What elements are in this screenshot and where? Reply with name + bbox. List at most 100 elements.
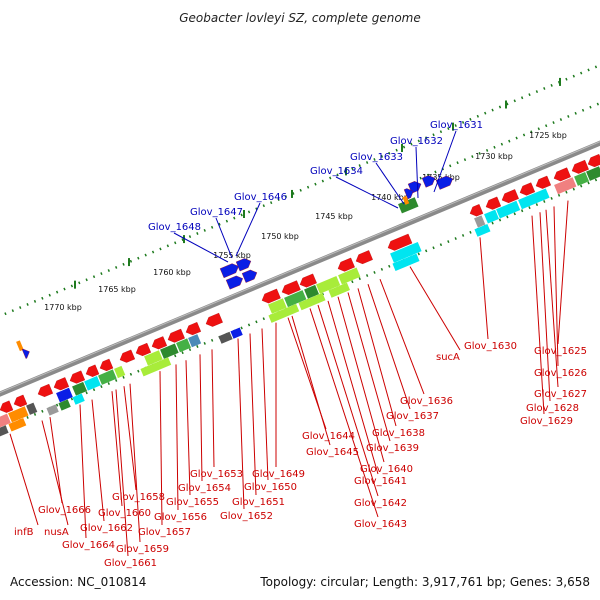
label-leader-line <box>111 391 123 507</box>
gene-label: Glov_1631 <box>430 120 483 131</box>
annotation-block-rect <box>144 350 163 366</box>
gene-label: Glov_1633 <box>350 152 403 163</box>
label-leader-line <box>235 202 261 257</box>
annotation-block-outer-rect <box>398 197 419 214</box>
reverse-cds-arrow-shape <box>535 175 552 189</box>
annotation-block <box>268 298 287 314</box>
kbp-label: 1760 kbp <box>153 268 191 277</box>
gene-label: Glov_1639 <box>366 443 419 454</box>
annotation-block-inner-rect <box>230 327 243 339</box>
kbp-label: 1735 kbp <box>422 173 460 182</box>
forward-cds-arrow <box>225 275 243 290</box>
annotation-block-inner-rect <box>8 417 27 432</box>
annotation-block-rect <box>284 290 307 308</box>
gene-label: Glov_1642 <box>354 498 407 509</box>
gene-label: Glov_1656 <box>154 512 207 523</box>
kbp-label: 1725 kbp <box>529 131 567 140</box>
forward-cds-arrow-shape <box>403 188 414 200</box>
label-leader-line <box>237 338 245 510</box>
label-leader-line <box>199 354 203 482</box>
annotation-block-inner <box>230 327 243 339</box>
annotation-block <box>474 215 486 228</box>
label-leader-line <box>367 284 411 410</box>
annotation-block-outer-rect <box>402 195 410 205</box>
forward-cds-arrow-shape <box>421 175 436 188</box>
annotation-block <box>188 334 202 348</box>
gene-label: Glov_1649 <box>252 469 305 480</box>
reverse-cds-arrow <box>167 328 185 343</box>
annotation-block <box>304 284 319 299</box>
kbp-label: 1740 kbp <box>371 193 409 202</box>
label-leader-line <box>347 292 391 442</box>
annotation-block <box>574 171 589 186</box>
annotation-block <box>316 275 341 294</box>
annotation-block-rect <box>8 406 29 423</box>
annotation-block-rect <box>56 387 73 403</box>
label-leader-line <box>317 304 379 497</box>
annotation-block-rect <box>390 241 422 263</box>
annotation-block-inner <box>298 292 326 311</box>
label-leader-line <box>409 266 461 351</box>
reverse-cds-arrow <box>85 364 100 377</box>
annotation-block <box>8 406 29 423</box>
annotation-block-inner <box>58 399 71 411</box>
gene-label: Glov_1637 <box>386 411 439 422</box>
gene-label: Glov_1664 <box>62 540 115 551</box>
gene-label: Glov_1628 <box>526 403 579 414</box>
gene-label: Glov_1657 <box>138 527 191 538</box>
annotation-block-inner <box>46 404 59 416</box>
gene-label: Glov_1659 <box>116 544 169 555</box>
annotation-block-inner <box>140 357 172 377</box>
reverse-cds-arrow <box>37 383 54 397</box>
gene-label: Glov_1658 <box>112 492 165 503</box>
label-leader-line <box>309 308 379 518</box>
annotation-block-inner-rect <box>72 393 85 405</box>
reverse-cds-arrow-shape <box>0 400 14 413</box>
forward-cds-arrow-shape <box>235 258 252 272</box>
annotation-block-inner-rect <box>392 253 420 271</box>
gene-label: Glov_1641 <box>354 476 407 487</box>
gene-label: Glov_1652 <box>220 511 273 522</box>
map-title: Geobacter lovleyi SZ, complete genome <box>179 11 421 25</box>
reverse-cds-arrow <box>281 280 301 295</box>
reverse-cds-arrow <box>587 154 600 168</box>
reverse-cds-arrow-shape <box>185 322 202 336</box>
reverse-cds-arrow <box>469 204 484 217</box>
reverse-cds-arrow-shape <box>135 342 152 356</box>
annotation-block-rect <box>114 365 126 379</box>
gene-label: Glov_1648 <box>148 222 201 233</box>
annotation-block <box>284 290 307 308</box>
annotation-block-rect <box>484 209 499 224</box>
label-leader-line <box>91 399 105 522</box>
forward-cds-arrow-shape <box>219 263 239 279</box>
annotation-block-rect <box>98 369 117 385</box>
annotation-block-rect <box>474 215 486 228</box>
gene-labels: Glov_1625 Glov_1626 Glov_1627 Glov_1628 Glov… <box>14 120 587 569</box>
label-leader-line <box>545 209 559 388</box>
annotation-block-inner <box>328 282 350 298</box>
label-leader-line <box>215 217 233 259</box>
reverse-cds-arrow <box>151 336 168 350</box>
reverse-cds-arrow-shape <box>299 273 317 288</box>
annotation-block-rect <box>586 166 600 181</box>
gene-label: Glov_1645 <box>306 447 359 458</box>
gene-label: Glov_1626 <box>534 368 587 379</box>
forward-cds-arrow-shape <box>435 175 453 190</box>
forward-cds-arrow <box>21 348 30 359</box>
annotation-block <box>518 188 550 210</box>
reverse-cds-arrow <box>69 370 86 384</box>
reverse-cds-arrow <box>205 312 223 327</box>
annotation-block <box>176 338 191 353</box>
gene-label: Glov_1655 <box>166 497 219 508</box>
reverse-cds-arrow <box>185 322 202 336</box>
reverse-cds-arrow-shape <box>37 383 54 397</box>
gene-label: Glov_1638 <box>372 428 425 439</box>
label-leader-line <box>115 389 129 557</box>
forward-cds-arrow <box>241 269 258 283</box>
genome-backbone <box>0 140 600 397</box>
label-leader-line <box>41 420 69 526</box>
reverse-cds-arrow <box>387 233 413 251</box>
label-leader-line <box>49 417 63 504</box>
forward-cds-arrow <box>421 175 436 188</box>
reverse-cds-arrow-shape <box>99 358 114 372</box>
